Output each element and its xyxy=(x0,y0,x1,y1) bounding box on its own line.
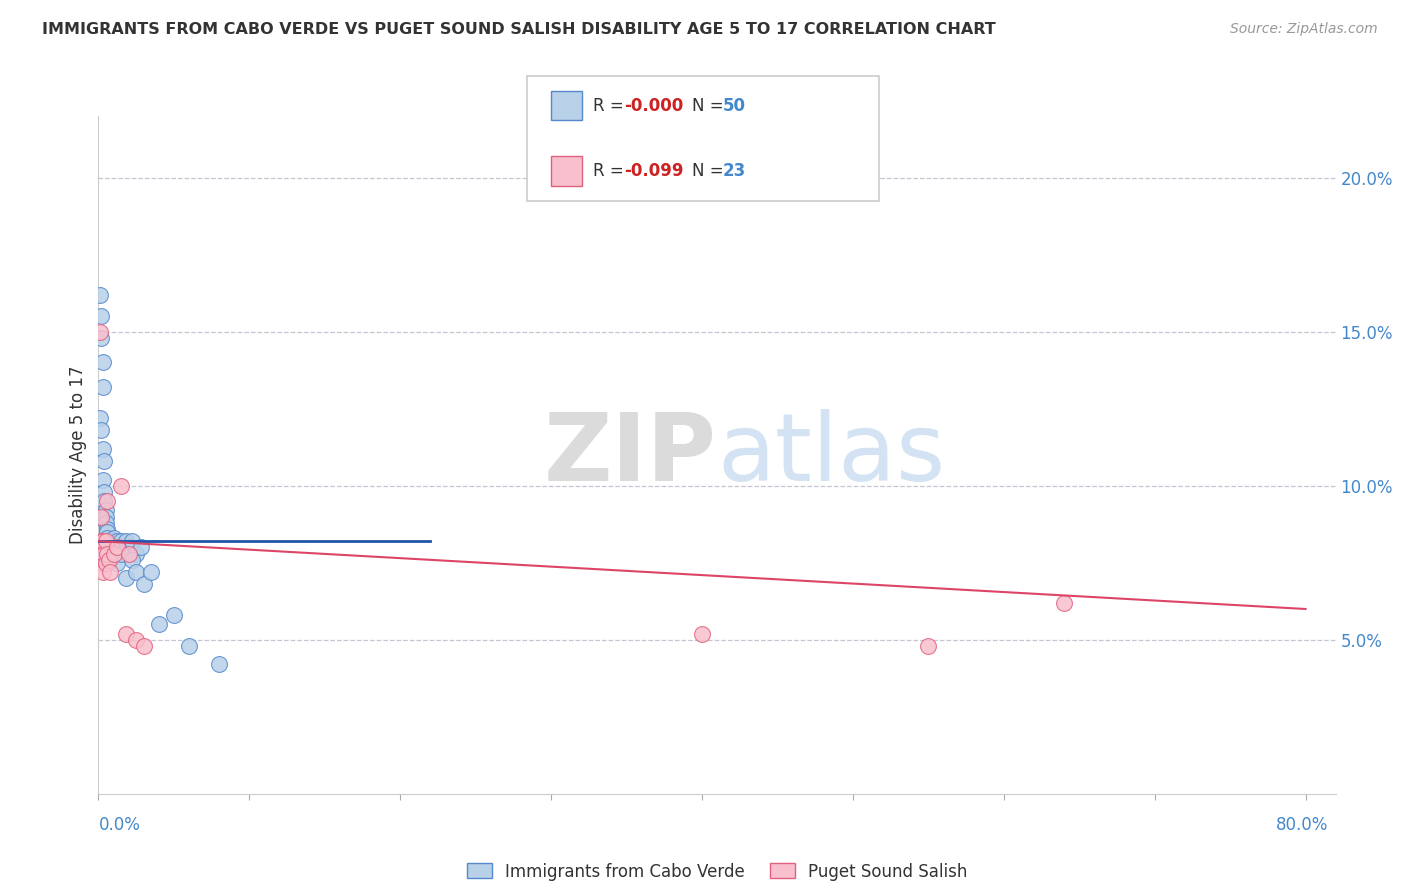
Point xyxy=(93,484,115,499)
Point xyxy=(94,516,117,530)
Point xyxy=(98,552,121,566)
Point xyxy=(98,547,121,561)
Point xyxy=(141,565,163,579)
Point xyxy=(90,423,112,437)
Text: R =: R = xyxy=(593,161,630,180)
Text: N =: N = xyxy=(692,161,728,180)
Point xyxy=(103,547,125,561)
Point xyxy=(105,541,128,555)
Point xyxy=(91,534,114,549)
Point xyxy=(129,541,152,555)
Point xyxy=(96,494,118,508)
Point xyxy=(96,522,118,536)
Point xyxy=(91,556,114,570)
Point xyxy=(125,547,148,561)
Point xyxy=(90,310,112,324)
Text: 80.0%: 80.0% xyxy=(1277,816,1329,834)
Point xyxy=(100,541,122,555)
Point xyxy=(93,547,115,561)
Point xyxy=(148,617,170,632)
Point xyxy=(103,531,125,545)
Text: 0.0%: 0.0% xyxy=(98,816,141,834)
Point xyxy=(91,442,114,456)
Point xyxy=(98,534,121,549)
Point xyxy=(110,547,132,561)
Point xyxy=(100,565,122,579)
Point xyxy=(90,509,112,524)
Text: R =: R = xyxy=(593,96,630,115)
Point xyxy=(107,541,129,555)
Point xyxy=(125,632,148,647)
Point xyxy=(94,503,117,517)
Point xyxy=(110,534,132,549)
Text: -0.099: -0.099 xyxy=(624,161,683,180)
Point xyxy=(690,626,713,640)
Text: N =: N = xyxy=(692,96,728,115)
Text: atlas: atlas xyxy=(717,409,945,501)
Point xyxy=(105,534,128,549)
Point xyxy=(177,639,200,653)
Point xyxy=(89,411,111,425)
Point xyxy=(121,552,143,566)
Point xyxy=(96,547,118,561)
Legend: Immigrants from Cabo Verde, Puget Sound Salish: Immigrants from Cabo Verde, Puget Sound … xyxy=(460,856,974,888)
Point xyxy=(96,524,118,539)
Point xyxy=(105,556,128,570)
Text: Source: ZipAtlas.com: Source: ZipAtlas.com xyxy=(1230,22,1378,37)
Point xyxy=(111,547,134,561)
Text: 50: 50 xyxy=(723,96,745,115)
Point xyxy=(89,325,111,339)
Point xyxy=(125,565,148,579)
Point xyxy=(121,534,143,549)
Point xyxy=(90,556,112,570)
Y-axis label: Disability Age 5 to 17: Disability Age 5 to 17 xyxy=(69,366,87,544)
Point xyxy=(132,639,155,653)
Point xyxy=(94,556,117,570)
Text: 23: 23 xyxy=(723,161,747,180)
Point xyxy=(114,534,136,549)
Point xyxy=(110,479,132,493)
Text: IMMIGRANTS FROM CABO VERDE VS PUGET SOUND SALISH DISABILITY AGE 5 TO 17 CORRELAT: IMMIGRANTS FROM CABO VERDE VS PUGET SOUN… xyxy=(42,22,995,37)
Point xyxy=(93,552,115,566)
Point xyxy=(94,534,117,549)
Point xyxy=(117,541,139,555)
Point xyxy=(91,380,114,394)
Point xyxy=(100,552,122,566)
Point xyxy=(89,287,111,301)
Point xyxy=(114,626,136,640)
Point xyxy=(101,534,124,549)
Point xyxy=(91,565,114,579)
Point xyxy=(208,657,231,672)
Point xyxy=(100,534,122,549)
Text: -0.000: -0.000 xyxy=(624,96,683,115)
Point xyxy=(1053,596,1076,610)
Point xyxy=(91,473,114,487)
Text: ZIP: ZIP xyxy=(544,409,717,501)
Point xyxy=(93,494,115,508)
Point xyxy=(91,355,114,369)
Point xyxy=(917,639,939,653)
Point xyxy=(96,552,118,566)
Point xyxy=(89,534,111,549)
Point xyxy=(93,454,115,468)
Point xyxy=(94,547,117,561)
Point xyxy=(103,547,125,561)
Point xyxy=(114,571,136,585)
Point xyxy=(117,547,139,561)
Point xyxy=(90,331,112,345)
Point xyxy=(94,509,117,524)
Point xyxy=(163,608,186,623)
Point xyxy=(132,577,155,591)
Point xyxy=(96,531,118,545)
